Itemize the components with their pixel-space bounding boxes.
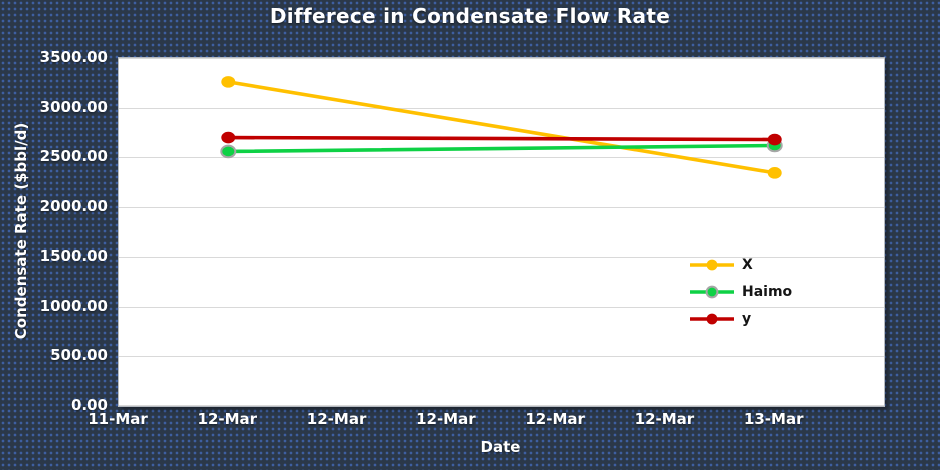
x-tick-label: 12-Mar (416, 410, 476, 428)
legend-marker-icon (690, 259, 734, 270)
y-tick-label: 1500.00 (39, 246, 108, 265)
y-tick-label: 0.00 (70, 396, 108, 414)
legend-item-x: X (689, 251, 792, 278)
series-line-haimo (226, 143, 777, 154)
y-tick-label: 2000.00 (39, 197, 108, 216)
series-line-y (226, 135, 777, 142)
y-tick-label: 2500.00 (39, 147, 108, 166)
gridline (119, 356, 884, 358)
x-tick-label: 12-Mar (306, 410, 367, 428)
x-tick-label: 11-Mar (88, 410, 148, 428)
series-lines (220, 76, 783, 179)
series-line-x (226, 80, 777, 175)
legend-item-y: y (689, 305, 792, 332)
y-axis-tick-labels: 0.00 500.00 1000.00 1500.00 2000.00 2500.00 30… (0, 48, 108, 414)
legend-label: y (742, 310, 752, 327)
gridline (119, 107, 884, 109)
x-tick-label: 12-Mar (525, 410, 585, 428)
data-point-marker (767, 167, 782, 179)
gridline (119, 207, 884, 209)
x-axis-tick-labels: 11-Mar 12-Mar 12-Mar 12-Mar 12-Mar 12-Mar 13-M… (88, 410, 883, 430)
legend-label: X (742, 256, 753, 273)
legend-marker-icon (690, 285, 734, 298)
gridline (119, 157, 884, 159)
chart-title: Differece in Condensate Flow Rate (269, 4, 671, 28)
data-point-marker (221, 76, 236, 88)
x-tick-label: 12-Mar (197, 410, 258, 428)
legend-marker-icon (690, 313, 734, 324)
x-axis-title: Date (480, 438, 521, 456)
legend: X Haimo y (689, 251, 792, 332)
data-point-marker (767, 133, 782, 146)
legend-label: Haimo (742, 283, 793, 300)
gridline (119, 306, 884, 308)
plot-area: X Haimo y (118, 57, 885, 407)
gridline (119, 405, 884, 406)
x-tick-label: 13-Mar (743, 410, 804, 428)
y-tick-label: 500.00 (50, 346, 108, 365)
legend-item-haimo: Haimo (689, 278, 792, 305)
y-tick-label: 3000.00 (39, 97, 108, 116)
x-tick-label: 12-Mar (634, 410, 695, 428)
gridline (119, 58, 884, 59)
data-point-marker (221, 131, 236, 144)
gridline (119, 256, 884, 258)
y-tick-label: 1000.00 (39, 296, 108, 315)
y-tick-label: 3500.00 (39, 48, 108, 66)
data-point-marker (220, 144, 237, 159)
